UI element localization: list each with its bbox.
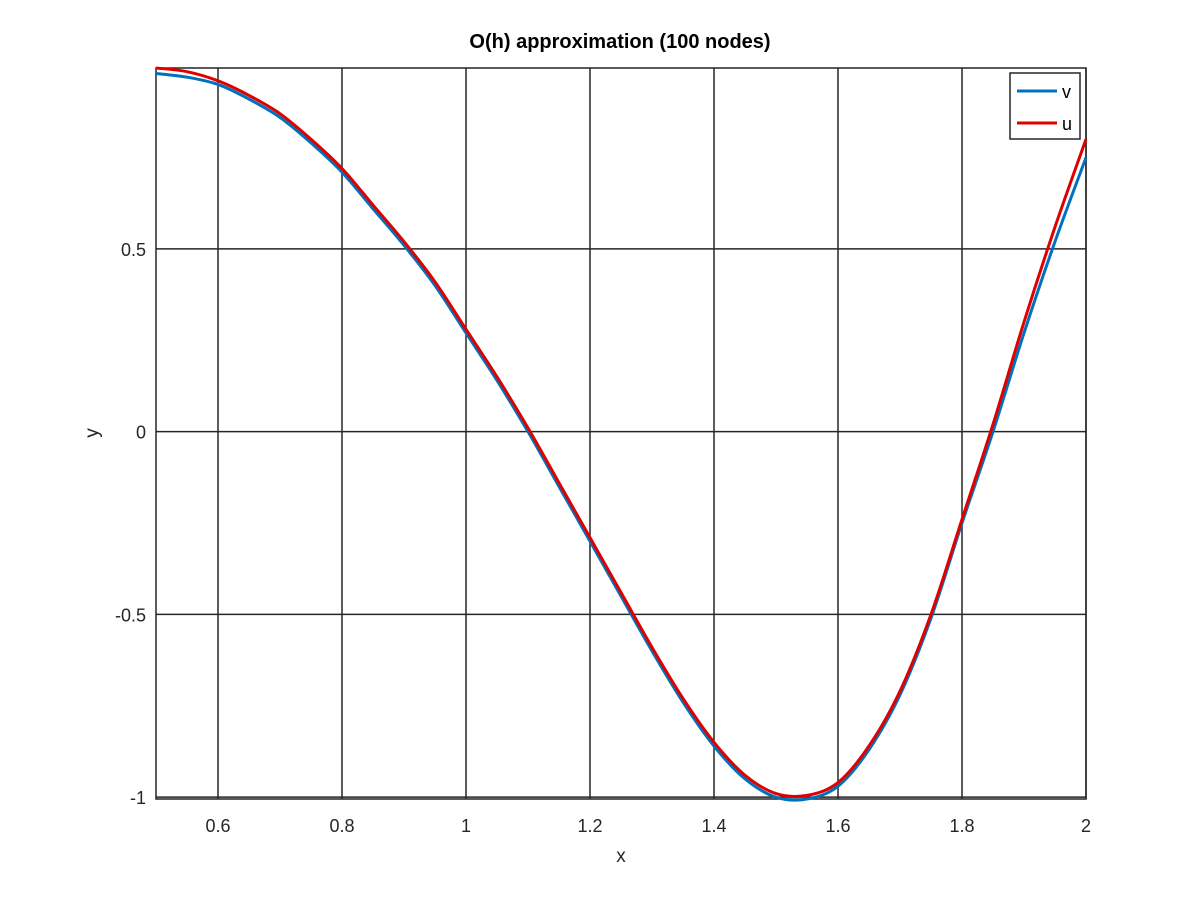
legend-label-u: u: [1062, 114, 1072, 134]
y-tick-label: -0.5: [115, 605, 146, 625]
legend: v u: [1009, 72, 1081, 140]
x-tick-label: 1.8: [949, 816, 974, 836]
chart-title: O(h) approximation (100 nodes): [469, 31, 770, 53]
legend-box: [1009, 72, 1081, 140]
x-axis-label: x: [616, 846, 626, 867]
legend-label-v: v: [1062, 82, 1071, 102]
y-axis-label: y: [82, 428, 103, 438]
grid: [156, 68, 1087, 799]
x-tick-label: 1.6: [825, 816, 850, 836]
x-tick-label: 1: [461, 816, 471, 836]
y-tick-label: 0: [136, 423, 146, 443]
y-tick-label: 0.5: [121, 240, 146, 260]
x-tick-label: 2: [1081, 816, 1091, 836]
series-lines: [155, 66, 1088, 802]
series-line-v: [155, 71, 1088, 802]
series-line-u: [155, 66, 1088, 798]
y-tick-label: -1: [130, 788, 146, 808]
x-tick-label: 1.2: [577, 816, 602, 836]
x-tick-label: 1.4: [701, 816, 726, 836]
x-tick-label: 0.8: [329, 816, 354, 836]
x-tick-label: 0.6: [205, 816, 230, 836]
plot-area-frame: [155, 67, 1087, 800]
axis-ticks: 0.6 0.8 1 1.2 1.4 1.6 1.8 2 -1 -0.5 0 0.5: [115, 240, 1091, 836]
